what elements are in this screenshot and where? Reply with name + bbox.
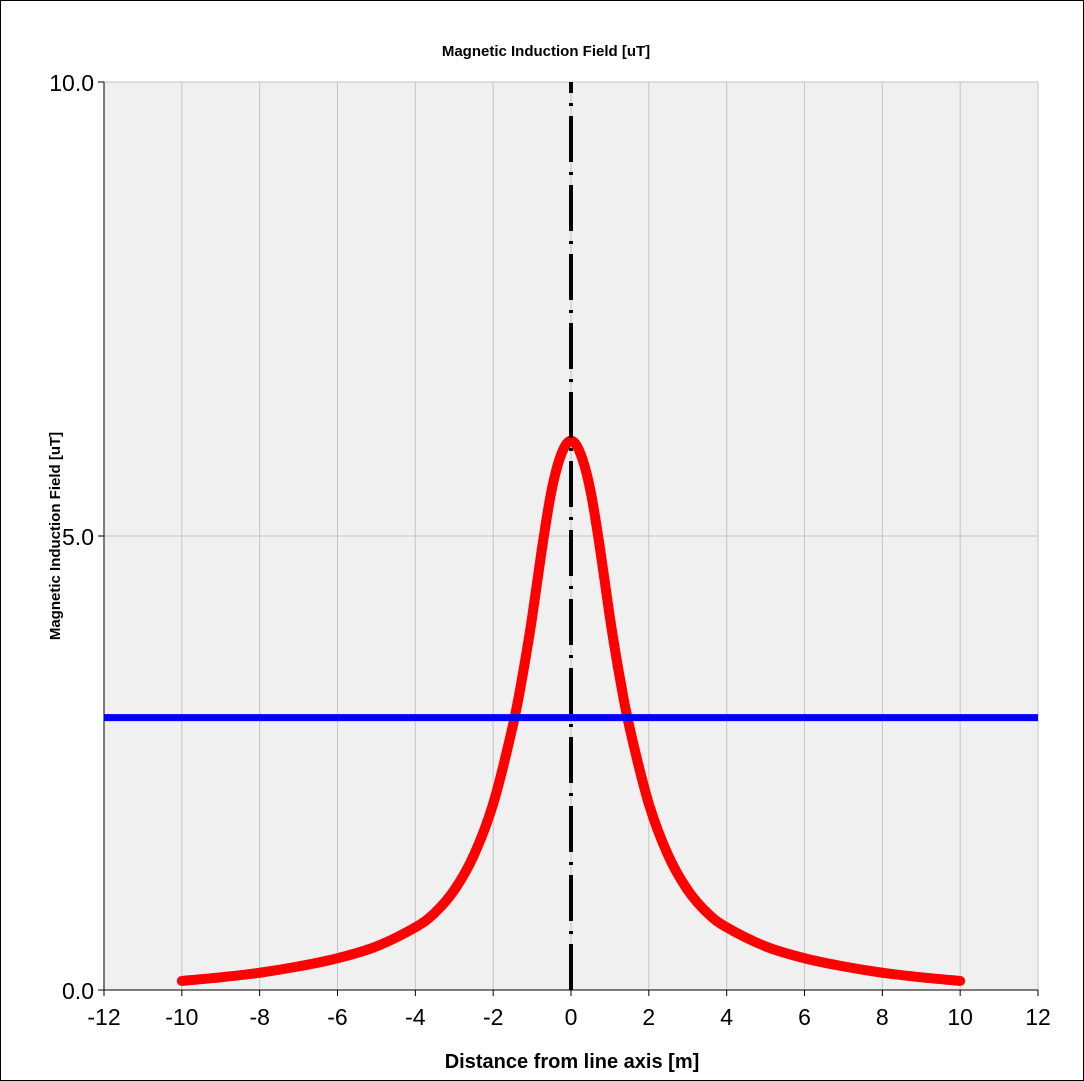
x-tick-label: 0 [565,1004,578,1030]
y-tick-label: 10.0 [49,70,94,96]
x-tick-label: -2 [483,1004,503,1030]
y-tick-label: 0.0 [62,978,94,1004]
y-tick-label: 5.0 [62,524,94,550]
x-tick-label: 2 [642,1004,655,1030]
chart-title: Magnetic Induction Field [uT] [442,43,650,60]
x-tick-label: 4 [720,1004,733,1030]
tick-labels: -12 -10 -8 -6 -4 -2 0 2 4 6 8 10 12 0.0 5.0 10.0 [49,70,1051,1030]
series-layer [104,82,1038,990]
x-tick-label: -8 [249,1004,269,1030]
x-tick-label: 12 [1025,1004,1051,1030]
x-tick-label: 6 [798,1004,811,1030]
x-tick-label: 10 [947,1004,973,1030]
y-axis-title: Magnetic Induction Field [uT] [47,432,64,640]
field-curve [176,435,966,986]
x-tick-label: 8 [876,1004,889,1030]
x-axis-title: Distance from line axis [m] [445,1051,700,1073]
x-tick-label: -12 [87,1004,120,1030]
x-tick-label: -10 [165,1004,198,1030]
x-tick-label: -6 [327,1004,347,1030]
x-tick-label: -4 [405,1004,426,1030]
